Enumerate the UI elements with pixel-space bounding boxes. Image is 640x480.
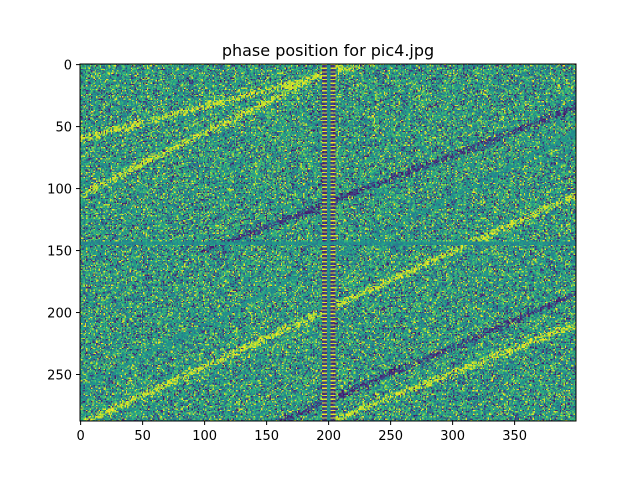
x-tick-label: 200: [316, 429, 341, 444]
chart-title: phase position for pic4.jpg: [222, 41, 434, 60]
y-tick-label: 150: [47, 245, 72, 260]
plot-area: [79, 63, 577, 422]
x-tick-label: 250: [378, 429, 403, 444]
x-tick-label: 350: [502, 429, 527, 444]
x-tick-label: 100: [192, 429, 217, 444]
y-tick-label: 0: [64, 59, 72, 74]
phase-heatmap: [80, 64, 576, 421]
x-tick-label: 0: [76, 429, 84, 444]
axes-frame: [79, 63, 577, 422]
y-tick-label: 50: [55, 121, 72, 136]
y-tick-label: 250: [47, 369, 72, 384]
y-tick-label: 200: [47, 307, 72, 322]
x-axis: 0 50 100 150 200 250 300 350: [76, 421, 527, 444]
x-tick-label: 300: [440, 429, 465, 444]
x-tick-label: 50: [134, 429, 151, 444]
y-tick-label: 100: [47, 183, 72, 198]
x-tick-label: 150: [254, 429, 279, 444]
y-axis: 0 50 100 150 200 250: [47, 59, 80, 384]
phase-heatmap-container: [80, 64, 576, 421]
